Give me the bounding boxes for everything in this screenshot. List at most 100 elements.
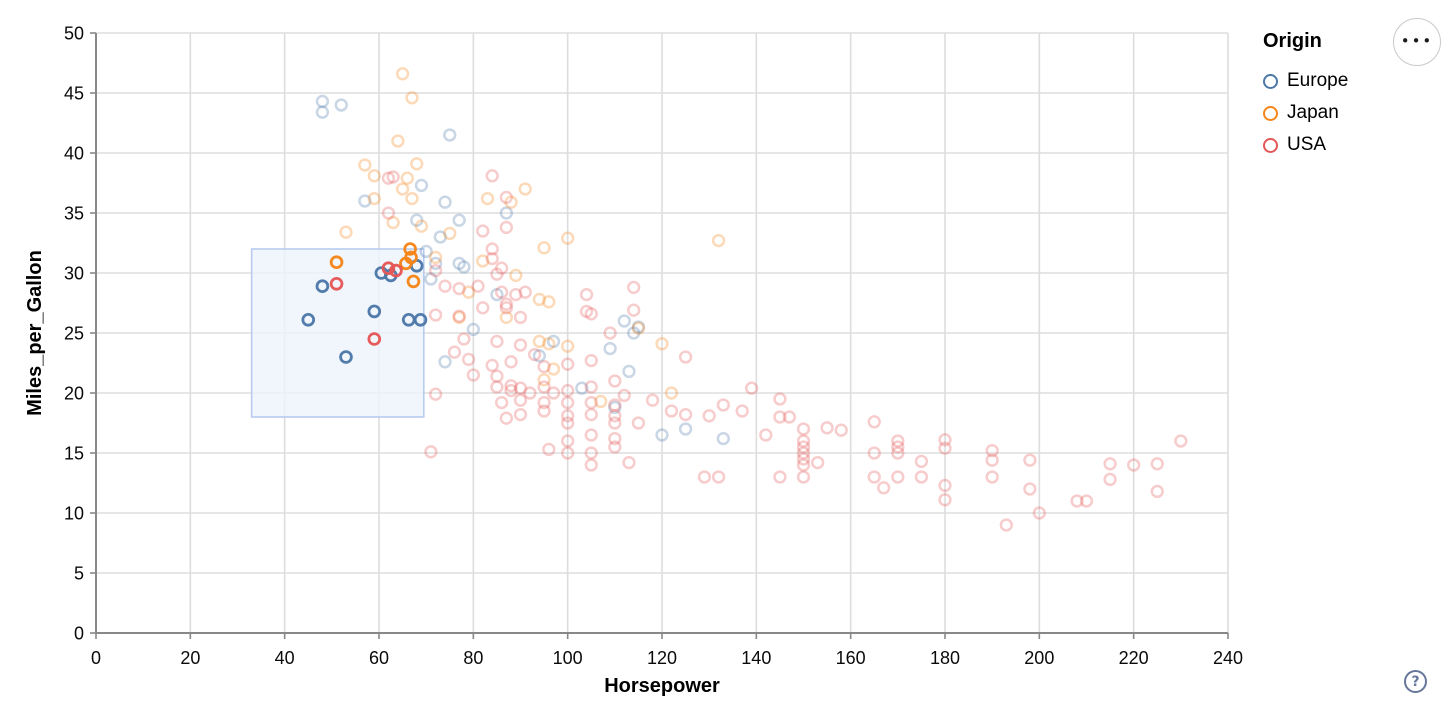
data-point-japan <box>518 182 532 196</box>
y-tick-label: 5 <box>74 564 84 584</box>
data-point-europe <box>414 178 429 193</box>
data-point-usa <box>513 338 528 352</box>
data-point-europe <box>419 244 433 259</box>
data-point-usa <box>938 493 952 507</box>
data-point-usa <box>584 446 598 460</box>
data-point-usa <box>867 415 881 429</box>
data-point-usa <box>471 279 485 293</box>
y-tick-label: 35 <box>64 204 84 224</box>
y-tick-label: 30 <box>64 264 84 284</box>
legend-items: Europe Japan USA <box>1263 65 1348 161</box>
data-point-europe <box>532 349 547 363</box>
x-tick-label: 20 <box>180 648 200 668</box>
x-tick-label: 160 <box>836 648 866 668</box>
data-point-japan <box>542 295 556 309</box>
data-point-usa <box>678 407 693 422</box>
data-point-usa <box>537 359 551 374</box>
data-point-usa <box>561 446 575 460</box>
data-point-usa <box>1023 482 1037 496</box>
data-point-usa <box>513 393 528 407</box>
legend-swatch-icon <box>1263 105 1278 121</box>
data-point-europe <box>608 400 622 415</box>
data-point-selected-japan <box>404 250 418 265</box>
data-point-usa <box>584 380 598 394</box>
data-point-japan <box>711 233 726 248</box>
data-point-japan <box>443 226 457 241</box>
data-point-japan <box>405 191 419 206</box>
data-point-usa <box>1070 494 1084 508</box>
data-point-europe <box>424 272 438 286</box>
data-point-usa <box>561 409 575 423</box>
data-point-selected-europe <box>413 312 428 327</box>
data-point-usa <box>579 304 594 319</box>
legend-item-japan: Japan <box>1263 97 1348 129</box>
data-point-europe <box>428 256 443 271</box>
data-point-selected-japan <box>406 274 421 289</box>
data-point-japan <box>594 394 608 409</box>
data-point-usa <box>796 458 811 472</box>
data-point-selected-europe <box>367 304 382 319</box>
data-point-usa <box>490 334 504 349</box>
data-point-usa <box>561 416 575 430</box>
legend-item-europe: Europe <box>1263 65 1348 97</box>
help-icon[interactable]: ? <box>1404 670 1427 693</box>
data-point-japan <box>561 339 575 353</box>
data-point-europe <box>410 213 424 227</box>
data-point-usa <box>867 470 881 484</box>
x-tick-label: 80 <box>463 648 483 668</box>
gridlines <box>96 32 1229 633</box>
data-point-usa <box>985 470 999 484</box>
data-point-usa <box>485 251 499 266</box>
data-point-usa <box>513 310 528 325</box>
data-point-europe <box>678 422 693 436</box>
data-point-europe <box>452 256 466 271</box>
y-tick-label: 15 <box>64 444 84 464</box>
data-point-usa <box>608 416 622 430</box>
data-point-usa <box>461 352 476 367</box>
data-point-usa <box>490 267 504 281</box>
legend-label: Japan <box>1287 102 1339 123</box>
y-axis-title: Miles_per_Gallon <box>24 250 46 416</box>
data-point-usa <box>697 470 712 484</box>
data-point-usa <box>938 433 952 447</box>
data-point-japan <box>400 171 414 185</box>
data-point-usa <box>381 206 396 220</box>
data-point-japan <box>537 241 551 255</box>
data-point-usa <box>584 407 598 422</box>
data-point-japan <box>367 191 381 206</box>
data-point-usa <box>891 434 905 448</box>
data-point-japan <box>452 310 466 325</box>
data-point-usa <box>476 301 490 315</box>
data-point-usa <box>820 421 834 435</box>
data-point-usa <box>1150 484 1164 499</box>
data-point-europe <box>622 364 636 379</box>
data-point-japan <box>428 250 443 265</box>
data-point-usa <box>485 358 499 373</box>
data-point-usa <box>381 171 396 185</box>
legend-item-usa: USA <box>1263 129 1348 161</box>
data-point-usa <box>678 350 693 364</box>
data-point-usa <box>664 404 679 418</box>
data-point-usa <box>561 434 575 448</box>
data-point-europe <box>716 431 730 446</box>
data-point-japan <box>631 321 646 335</box>
data-point-europe <box>443 128 457 142</box>
data-point-usa <box>938 441 952 455</box>
data-point-selected-europe <box>315 279 330 294</box>
data-point-usa <box>494 285 509 299</box>
data-point-usa <box>711 470 726 484</box>
x-tick-label: 100 <box>553 648 583 668</box>
data-point-usa <box>1150 457 1164 471</box>
x-tick-label: 140 <box>741 648 771 668</box>
data-point-usa <box>1023 453 1037 467</box>
data-point-selected-usa <box>381 261 396 276</box>
data-point-japan <box>461 285 476 299</box>
x-tick-label: 200 <box>1024 648 1054 668</box>
chart-menu-button[interactable]: ••• <box>1393 18 1441 66</box>
x-tick-label: 60 <box>369 648 389 668</box>
data-point-japan <box>410 157 424 171</box>
data-point-usa <box>518 285 532 299</box>
data-point-japan <box>537 373 551 387</box>
data-point-usa <box>914 470 929 484</box>
